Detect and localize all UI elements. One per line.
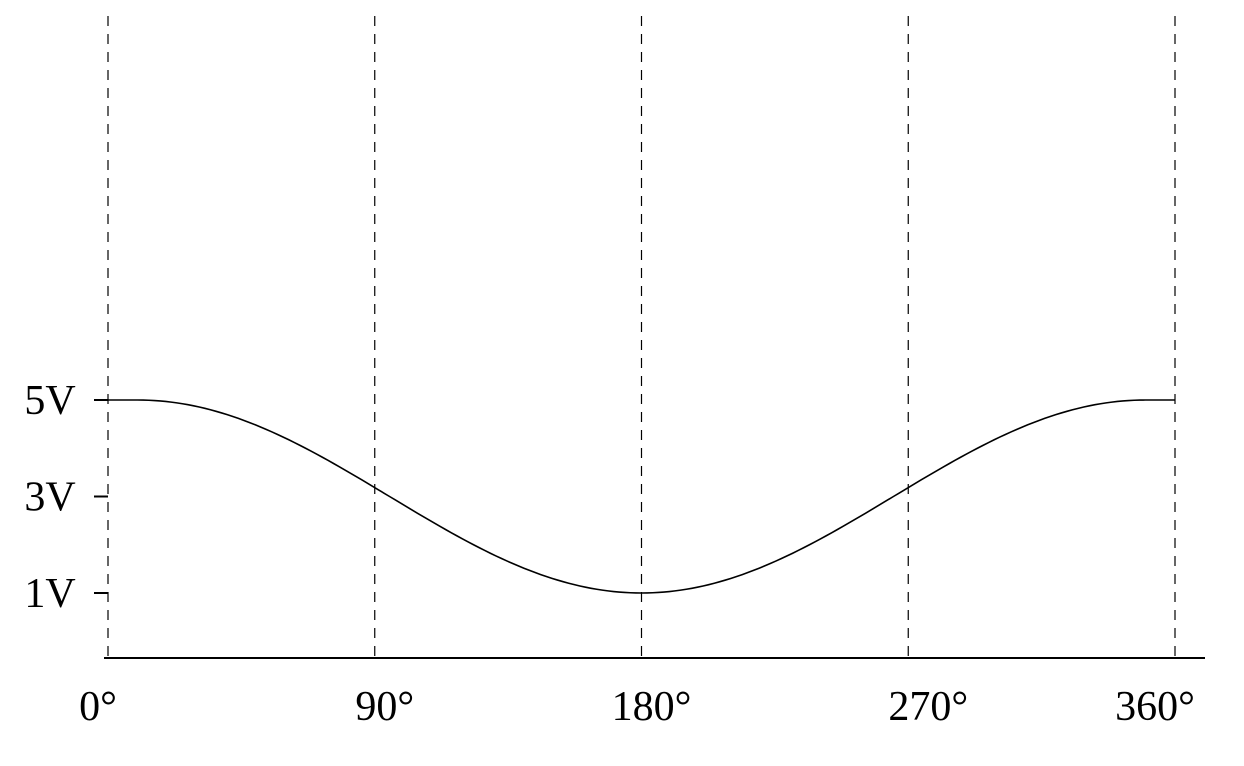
x-axis-label: 270° — [888, 684, 968, 730]
grid-lines — [108, 16, 1175, 658]
y-axis-label: 3V — [24, 475, 75, 521]
x-axis-label: 180° — [612, 684, 692, 730]
x-axis-label: 360° — [1115, 684, 1195, 730]
y-axis-label: 5V — [24, 378, 75, 424]
y-axis-labels: 1V 3V 5V — [24, 378, 75, 617]
x-axis-label: 90° — [355, 684, 414, 730]
y-axis-label: 1V — [24, 571, 75, 617]
chart-container: 1V 3V 5V 0° 90° 180° 270° 360° — [0, 0, 1244, 766]
x-axis-label: 0° — [79, 684, 117, 730]
voltage-phase-chart: 1V 3V 5V 0° 90° 180° 270° 360° — [0, 0, 1244, 766]
x-axis-labels: 0° 90° 180° 270° 360° — [79, 684, 1195, 730]
y-tick-marks — [94, 400, 108, 593]
